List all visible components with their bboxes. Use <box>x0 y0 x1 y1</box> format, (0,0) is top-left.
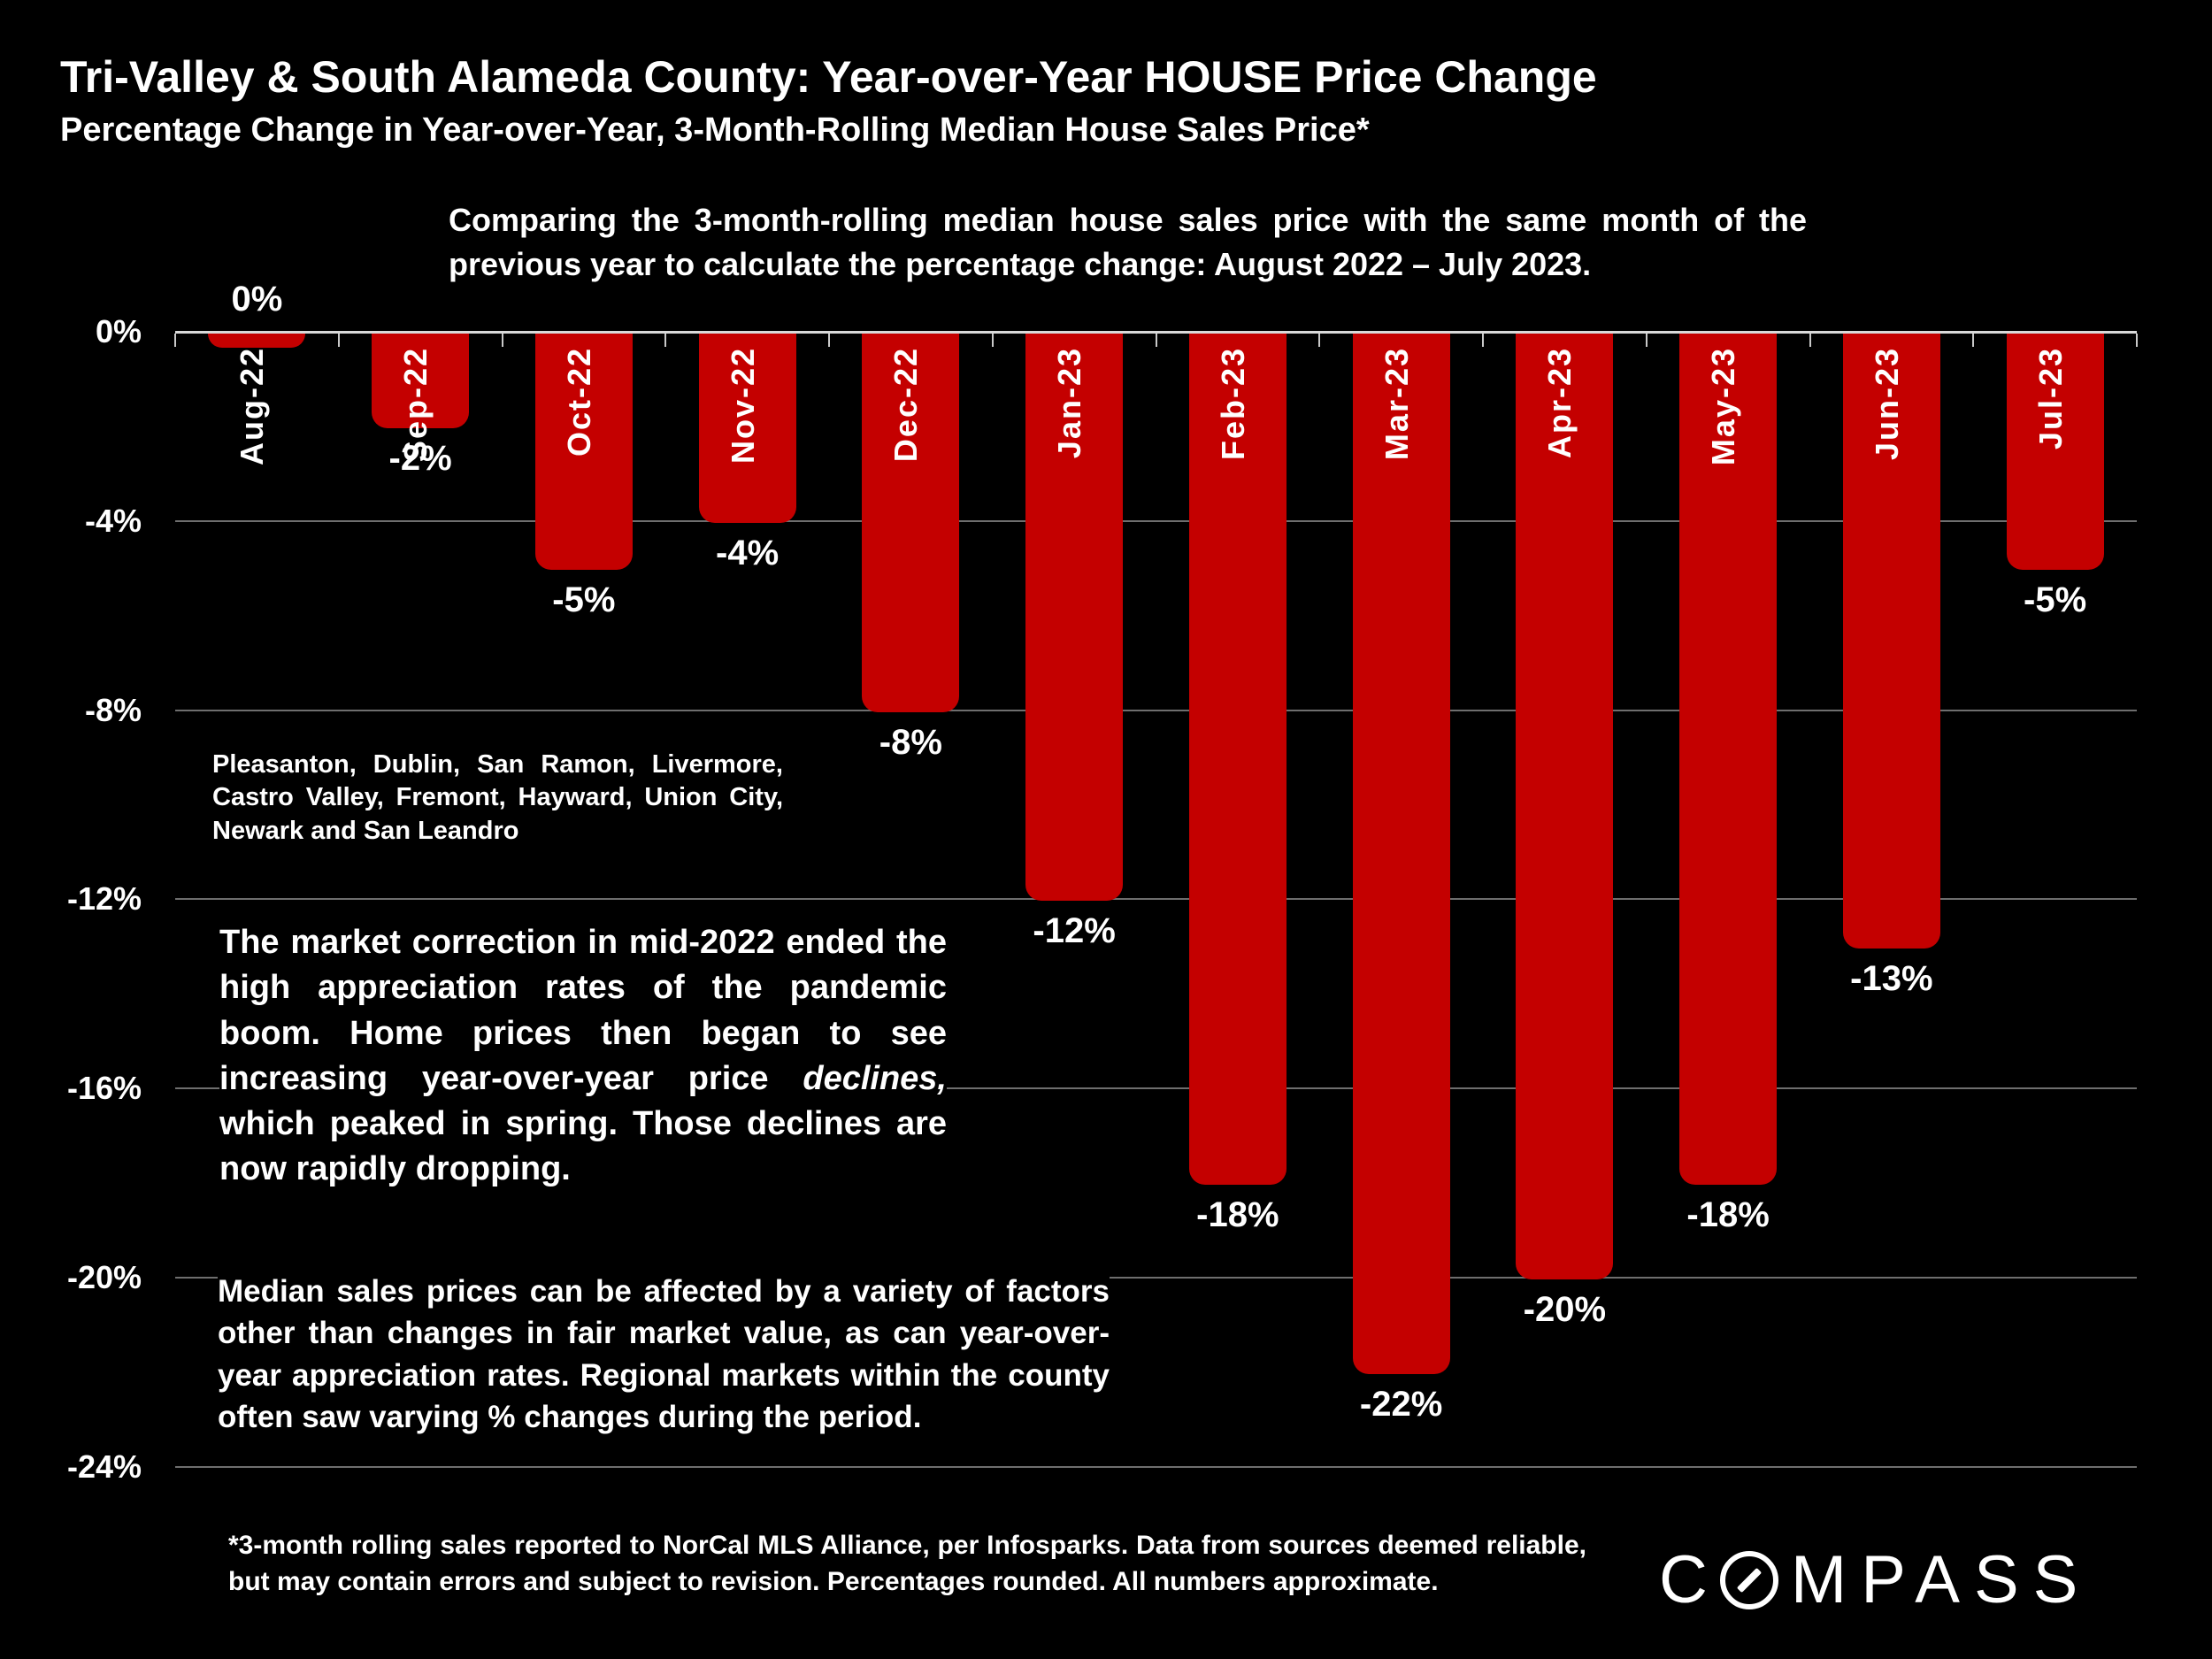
bar <box>372 334 470 428</box>
y-axis-tick-label: -24% <box>66 1448 142 1485</box>
bar-value-label: -5% <box>552 580 616 620</box>
bar-value-label: -18% <box>1196 1195 1279 1235</box>
bar-value-label: -2% <box>388 438 452 478</box>
bar <box>2006 334 2104 571</box>
gridline <box>175 1465 2137 1468</box>
bar <box>862 334 960 712</box>
logo-letters: MPASS <box>1790 1542 2093 1617</box>
x-axis-tick <box>501 334 503 347</box>
bar <box>208 334 306 348</box>
commentary-paragraph-1: The market correction in mid-2022 ended … <box>219 920 947 1193</box>
y-axis-tick-label: -12% <box>66 880 142 918</box>
bar-value-label: -13% <box>1850 958 1933 998</box>
bar-value-label: 0% <box>231 280 283 319</box>
page-subtitle: Percentage Change in Year-over-Year, 3-M… <box>60 111 1370 149</box>
bar-value-label: -18% <box>1686 1195 1770 1235</box>
compass-needle-o-icon <box>1719 1550 1778 1609</box>
bar <box>1842 334 1940 949</box>
intro-note: Comparing the 3-month-rolling median hou… <box>449 202 1807 282</box>
paragraph-text: The market correction in mid-2022 ended … <box>219 924 947 1097</box>
bar <box>1188 334 1286 1186</box>
x-axis-tick <box>337 334 340 347</box>
x-axis-tick <box>1645 334 1647 347</box>
gridline <box>175 709 2137 711</box>
bar-value-label: -12% <box>1033 911 1116 951</box>
commentary-paragraph-2: Median sales prices can be affected by a… <box>218 1271 1110 1438</box>
y-axis-tick-label: -4% <box>84 502 142 539</box>
bar-value-label: -5% <box>2024 580 2087 620</box>
x-axis-tick <box>1155 334 1157 347</box>
bar <box>534 334 633 571</box>
bar-month-label: Nov-22 <box>724 347 761 465</box>
x-axis-tick <box>2136 334 2138 347</box>
paragraph-italic-text: declines, <box>803 1059 947 1097</box>
bar <box>1352 334 1450 1375</box>
x-axis-tick <box>664 334 667 347</box>
bar-month-label: Oct-22 <box>560 347 597 457</box>
compass-logo: C MPASS <box>1659 1541 2092 1618</box>
page-title: Tri-Valley & South Alameda County: Year-… <box>60 52 1597 102</box>
gridline <box>175 519 2137 522</box>
x-axis-line <box>175 331 2137 334</box>
logo-letter: C <box>1659 1542 1722 1617</box>
bar-month-label: Jun-23 <box>1868 347 1905 461</box>
bar-month-label: Jul-23 <box>2032 347 2069 450</box>
needle-icon <box>1736 1567 1763 1593</box>
x-axis-tick <box>1482 334 1484 347</box>
bar-value-label: -8% <box>879 722 942 762</box>
x-axis-tick <box>828 334 830 347</box>
bar <box>1679 334 1778 1186</box>
region-list-note: Pleasanton, Dublin, San Ramon, Livermore… <box>212 749 783 849</box>
gridline <box>175 898 2137 901</box>
bar <box>698 334 796 523</box>
x-axis-tick <box>1809 334 1811 347</box>
bar-month-label: Feb-23 <box>1214 347 1251 461</box>
x-axis-tick <box>991 334 994 347</box>
gridline <box>175 1087 2137 1090</box>
bar-month-label: Mar-23 <box>1378 347 1415 461</box>
bar-value-label: -20% <box>1523 1290 1607 1330</box>
bar-value-label: -22% <box>1359 1385 1443 1425</box>
bar-value-label: -4% <box>716 533 780 572</box>
bar-month-label: Aug-22 <box>234 347 271 466</box>
paragraph-text: which peaked in spring. Those declines a… <box>219 1105 947 1188</box>
y-axis-tick-label: -16% <box>66 1070 142 1107</box>
y-axis-tick-label: -8% <box>84 691 142 728</box>
x-axis-tick <box>1318 334 1321 347</box>
bar-month-label: Jan-23 <box>1051 347 1088 459</box>
gridline <box>175 1277 2137 1279</box>
source-footnote: *3-month rolling sales reported to NorCa… <box>228 1527 1586 1601</box>
bar-month-label: Dec-22 <box>887 347 925 463</box>
bar-month-label: May-23 <box>1705 347 1742 466</box>
bar-month-label: Apr-23 <box>1541 347 1578 459</box>
x-axis-tick <box>174 334 176 347</box>
bar <box>1516 334 1614 1280</box>
y-axis-tick-label: -20% <box>66 1259 142 1296</box>
y-axis-tick-label: 0% <box>95 313 142 349</box>
bar <box>1025 334 1124 902</box>
x-axis-tick <box>1972 334 1975 347</box>
